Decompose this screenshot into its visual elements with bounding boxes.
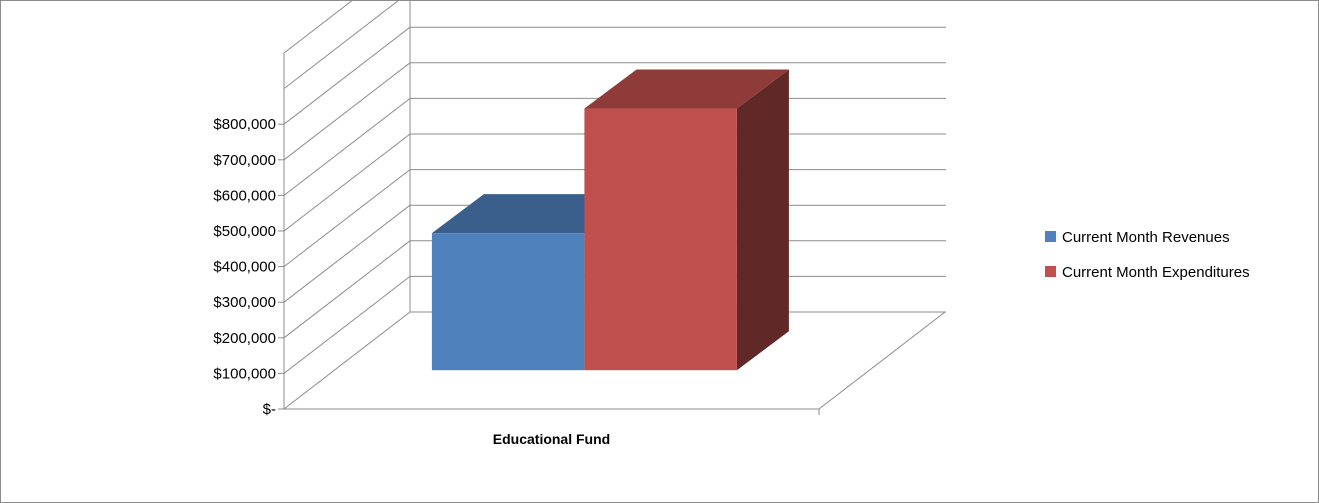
- bar-expenditures: [584, 69, 789, 371]
- bars: [431, 69, 789, 371]
- y-tick-label: $700,000: [213, 152, 276, 169]
- y-tick-label: $-: [263, 401, 276, 418]
- bar-side-face: [736, 69, 789, 371]
- y-tick-label: $300,000: [213, 294, 276, 311]
- gridline-side: [283, 276, 411, 374]
- x-category-label: Educational Fund: [493, 431, 610, 447]
- gridline-side: [283, 98, 411, 196]
- legend-label: Current Month Revenues: [1062, 229, 1230, 246]
- legend-swatch: [1045, 266, 1056, 277]
- y-tick-label: $800,000: [213, 116, 276, 133]
- gridline-side: [283, 1, 353, 54]
- bar-front-face: [431, 233, 585, 371]
- y-tick-label: $200,000: [213, 330, 276, 347]
- gridline-side: [283, 133, 411, 232]
- y-tick-label: $600,000: [213, 187, 276, 204]
- y-tick-label: $100,000: [213, 365, 276, 382]
- gridline-side: [283, 26, 411, 125]
- x-axis: Educational Fund: [493, 409, 820, 447]
- gridline-side: [283, 62, 411, 161]
- gridline-side: [283, 1, 399, 89]
- gridline-side: [283, 240, 411, 339]
- y-tick-label: $400,000: [213, 259, 276, 276]
- gridline-side: [283, 169, 411, 267]
- bar-top-face: [584, 69, 789, 109]
- gridline-side: [283, 311, 411, 410]
- legend: Current Month Revenues Current Month Expe…: [1045, 229, 1250, 281]
- y-axis-ticks: $- $100,000 $200,000 $300,000 $400,000 $500,0…: [213, 116, 284, 418]
- gridline-side: [283, 204, 411, 303]
- legend-label: Current Month Expenditures: [1062, 264, 1250, 281]
- y-tick-label: $500,000: [213, 223, 276, 240]
- legend-swatch: [1045, 231, 1056, 242]
- bar-front-face: [584, 108, 737, 371]
